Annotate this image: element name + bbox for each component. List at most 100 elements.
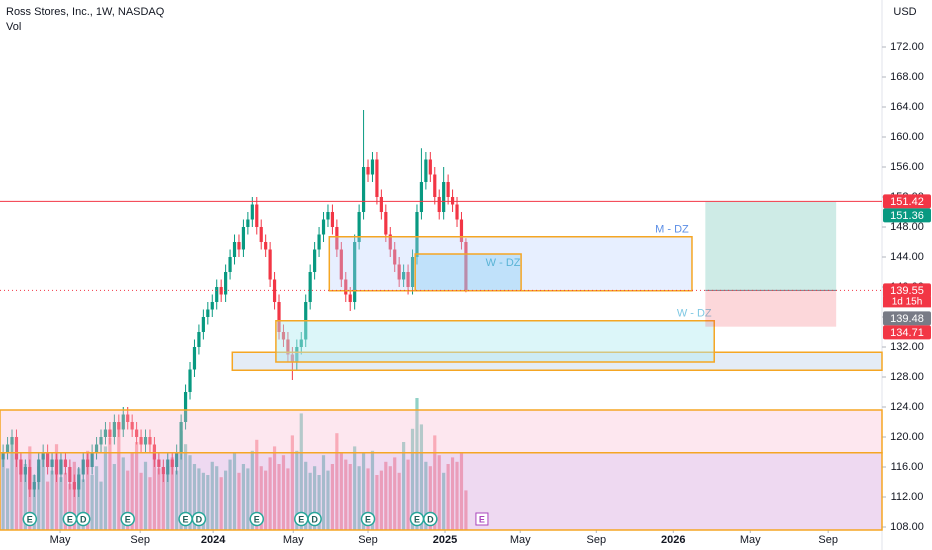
x-tick-label: 2024	[201, 534, 226, 546]
volume-bar	[313, 466, 317, 530]
volume-bar	[103, 446, 108, 530]
candle-body	[210, 302, 214, 310]
event-label: E	[183, 514, 189, 524]
volume-bar	[192, 464, 197, 530]
volume-bar	[121, 457, 125, 530]
candle-body	[63, 459, 68, 467]
volume-bar	[308, 472, 312, 530]
volume-bar	[335, 433, 339, 530]
candle-body	[384, 212, 388, 235]
y-tick-label: 112.00	[891, 491, 924, 503]
candle-body	[179, 422, 183, 452]
demand-zone	[328, 236, 693, 292]
volume-bar	[393, 457, 397, 530]
event-label: E	[27, 514, 33, 524]
volume-bar	[384, 461, 388, 530]
candle-body	[437, 197, 441, 212]
candle-body	[94, 444, 99, 452]
volume-bar	[157, 468, 161, 530]
volume-bar	[166, 466, 170, 530]
price-tag-label: 139.55	[890, 285, 924, 297]
volume-bar	[370, 450, 375, 530]
y-tick-label: 108.00	[890, 521, 924, 533]
volume-bar	[406, 459, 410, 530]
candle-body	[166, 459, 170, 475]
y-tick-label: 116.00	[891, 461, 924, 473]
candle-body	[344, 279, 348, 295]
candle-body	[135, 429, 139, 437]
volume-bar	[126, 470, 130, 530]
volume-bar	[317, 475, 321, 530]
candle-body	[126, 414, 130, 422]
event-label: E	[254, 514, 260, 524]
candle-body	[112, 422, 116, 437]
x-tick-label: May	[740, 534, 761, 546]
volume-bar	[326, 470, 330, 530]
candle-body	[32, 482, 36, 490]
price-tag	[883, 208, 931, 223]
price-tag-label: 139.48	[890, 313, 924, 325]
volume-bar	[344, 459, 348, 530]
candle-body	[402, 272, 406, 280]
event-label: E	[67, 514, 73, 524]
price-tag	[883, 194, 931, 209]
candle-body	[68, 467, 72, 482]
volume-bar	[464, 490, 468, 530]
volume-bar	[148, 477, 152, 530]
candle-body	[299, 339, 303, 347]
volume-bar	[90, 475, 94, 530]
volume-bar	[295, 450, 299, 530]
chart-title: Ross Stores, Inc., 1W, NASDAQ	[6, 6, 165, 18]
volume-bar	[161, 475, 165, 530]
position-profit	[705, 201, 837, 291]
x-tick-label: 2025	[433, 534, 457, 546]
volume-bar	[94, 466, 99, 530]
volume-bar	[130, 453, 134, 530]
candle-body	[286, 339, 290, 355]
event-marker	[307, 511, 322, 527]
volume-bar	[68, 483, 72, 530]
candle-body	[41, 452, 45, 460]
price-tag-label: 151.42	[890, 196, 924, 208]
candle-body	[99, 437, 103, 445]
candle-body	[121, 414, 125, 430]
candle-body	[232, 242, 237, 257]
volume-bar	[330, 464, 335, 530]
candle-body	[433, 174, 437, 197]
candle-body	[272, 279, 277, 302]
candle-body	[77, 474, 81, 490]
position-loss	[705, 290, 837, 327]
candle-body	[361, 167, 366, 212]
candle-body	[264, 242, 268, 250]
candle-body	[188, 369, 192, 392]
currency-label: USD	[893, 6, 916, 18]
event-label: E	[125, 514, 131, 524]
candle-body	[313, 249, 317, 272]
candle-body	[459, 219, 464, 242]
candle-body	[59, 459, 63, 475]
candle-body	[108, 429, 112, 437]
candle-body	[410, 257, 415, 287]
volume-bar	[215, 466, 219, 530]
volume-bar	[255, 439, 259, 530]
y-tick-label: 164.00	[890, 101, 924, 113]
countdown-label: 1d 15h	[892, 297, 923, 308]
y-tick-label: 128.00	[890, 371, 924, 383]
volume-bar	[299, 413, 303, 530]
volume-bar	[170, 457, 174, 530]
candle-body	[37, 459, 41, 482]
candle-body	[455, 204, 459, 220]
candle-body	[424, 159, 428, 182]
event-marker	[423, 511, 438, 527]
volume-bar	[415, 398, 419, 530]
volume-bar	[152, 448, 157, 530]
volume-bar	[450, 457, 455, 530]
x-tick-label: May	[50, 534, 71, 546]
candle-body	[339, 249, 343, 280]
event-label: D	[311, 514, 318, 524]
volume-bar	[175, 470, 179, 530]
candle-body	[406, 272, 410, 287]
volume-bar	[37, 466, 41, 530]
event-marker	[360, 511, 376, 527]
candle-body	[143, 437, 148, 445]
